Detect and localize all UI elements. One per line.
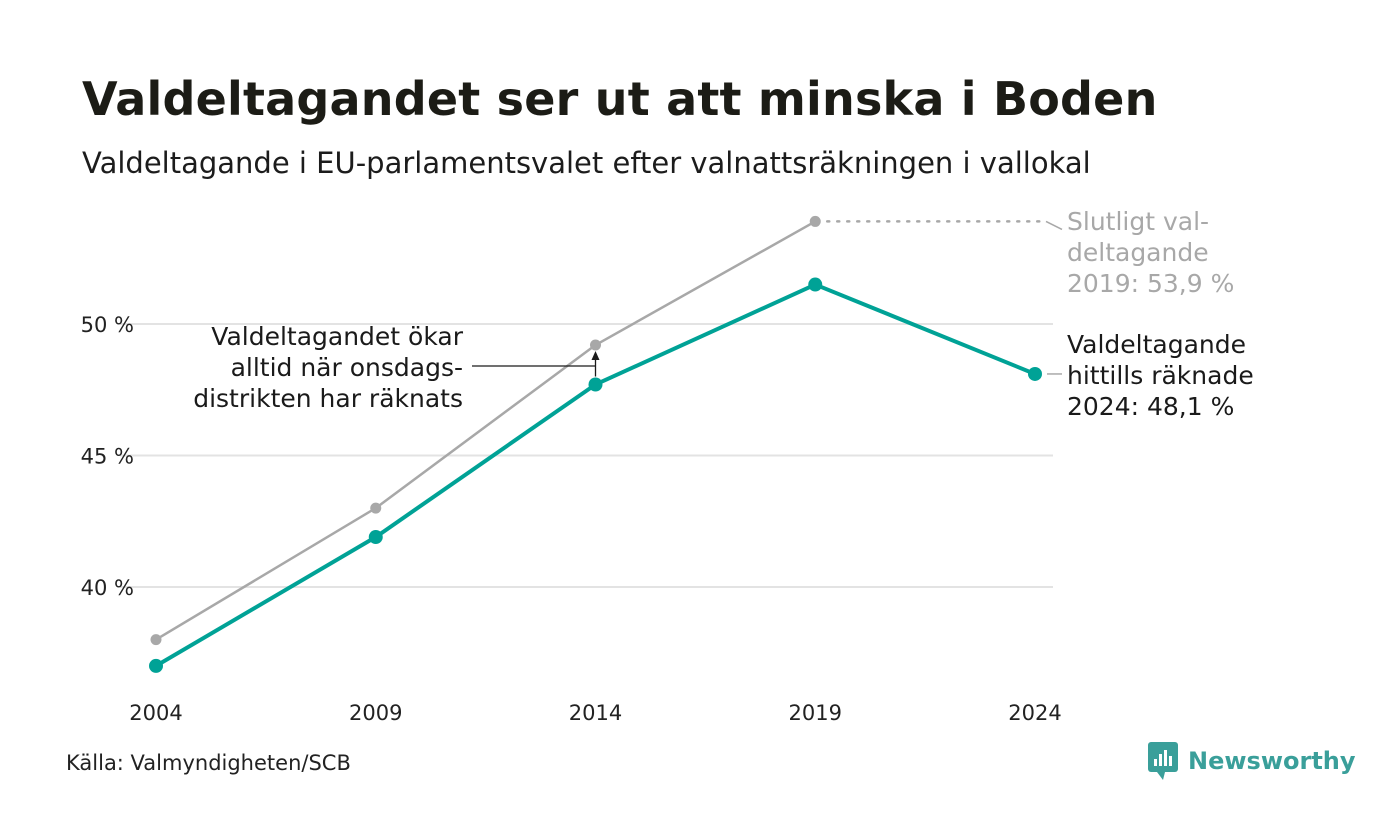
data-point-election_night <box>808 277 823 292</box>
counted-2024-label: hittills räknade <box>1067 361 1254 390</box>
data-point-final <box>150 634 162 646</box>
y-tick-label: 45 % <box>81 445 134 469</box>
chart-subtitle: Valdeltagande i EU-parlamentsvalet efter… <box>82 146 1091 180</box>
y-tick-label: 50 % <box>81 313 134 337</box>
series-line-final <box>155 220 816 641</box>
x-tick-label: 2014 <box>569 701 622 725</box>
data-point-election_night <box>368 530 383 545</box>
data-point-final <box>809 215 821 227</box>
y-tick-label: 40 % <box>81 576 134 600</box>
final-2019-label: 2019: 53,9 % <box>1067 269 1234 298</box>
data-point-final <box>370 502 382 514</box>
data-point-election_night <box>149 658 163 673</box>
final-2019-label: Slutligt val- <box>1067 207 1209 236</box>
x-tick-label: 2019 <box>789 701 842 725</box>
gap-note-arrow-head <box>591 351 600 361</box>
final-label-connector <box>1045 220 1063 231</box>
gap-note-label: alltid när onsdags- <box>231 353 463 382</box>
gap-note-label: distrikten har räknats <box>193 384 463 413</box>
chart-title: Valdeltagandet ser ut att minska i Boden <box>82 72 1158 126</box>
source-note: Källa: Valmyndigheten/SCB <box>66 751 351 775</box>
x-tick-label: 2009 <box>349 701 402 725</box>
counted-2024-label: 2024: 48,1 % <box>1067 392 1234 421</box>
newsworthy-logo-icon <box>1148 742 1178 780</box>
brand-name: Newsworthy <box>1188 747 1356 775</box>
data-point-election_night <box>1028 366 1042 381</box>
final-2019-label: deltagande <box>1067 238 1209 267</box>
x-tick-label: 2004 <box>129 701 182 725</box>
data-point-final <box>590 339 601 351</box>
counted-2024-label: Valdeltagande <box>1067 330 1246 359</box>
brand-logo[interactable]: Newsworthy <box>1148 742 1356 780</box>
gap-note-label: Valdeltagandet ökar <box>211 322 463 351</box>
x-tick-label: 2024 <box>1008 701 1061 725</box>
data-point-election_night <box>588 377 603 392</box>
